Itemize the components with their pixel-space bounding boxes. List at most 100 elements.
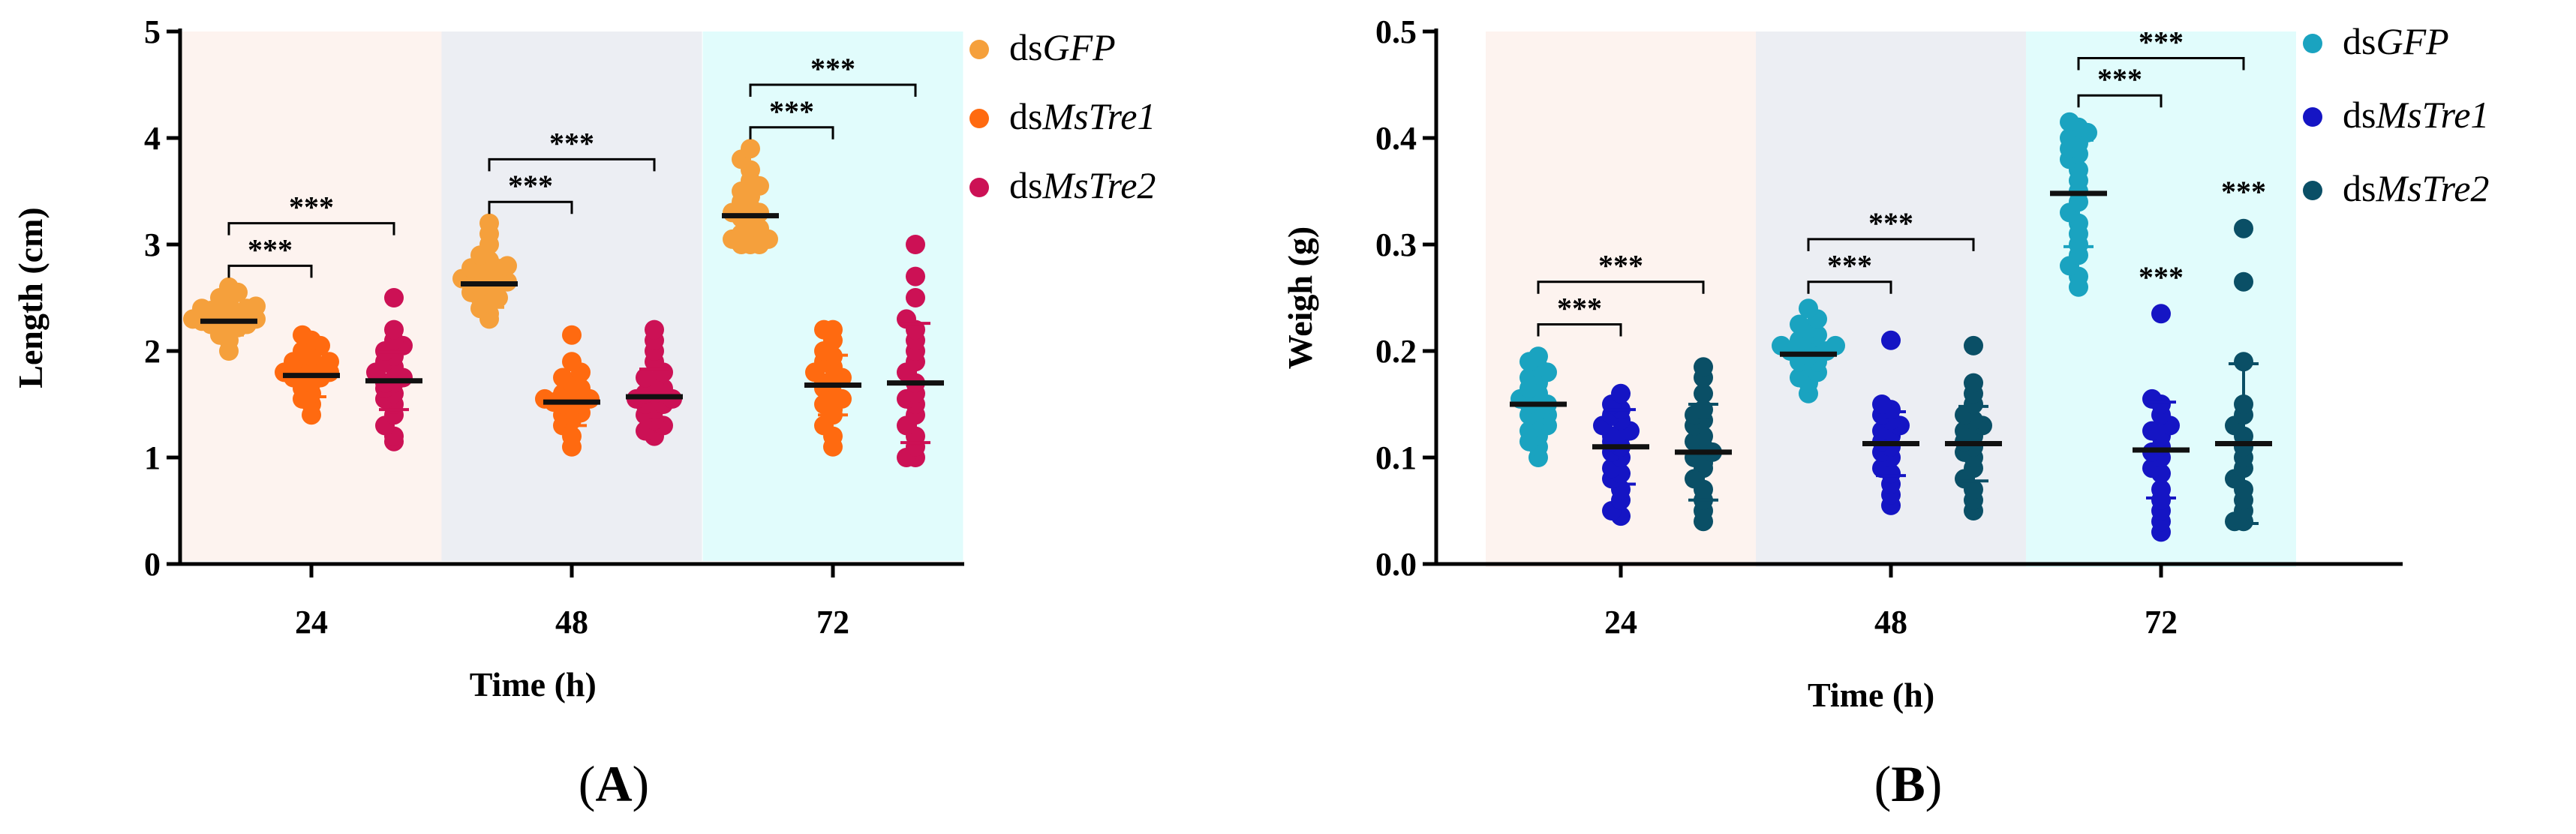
data-point [479, 213, 499, 233]
significance-label: *** [1827, 249, 1872, 283]
legend-prefix: ds [2343, 167, 2376, 209]
x-axis-title: Time (h) [1808, 676, 1934, 714]
x-tick-label: 48 [555, 604, 588, 640]
significance-bracket [1807, 238, 1975, 251]
panel-label: (A) [579, 755, 649, 812]
data-point [1826, 335, 1845, 356]
legend-prefix: ds [1009, 164, 1042, 206]
data-point [192, 298, 212, 319]
y-tick-label: 0.1 [1375, 440, 1417, 476]
x-tick-label: 24 [1604, 604, 1637, 640]
data-point [2151, 304, 2171, 324]
legend-entry: dsMsTre1 [1009, 95, 1156, 137]
data-point [1528, 346, 1548, 367]
panel-b: 0.0 0.1 0.2 0.3 0.4 0.5 24 48 72 Time (h) Weigh (g… [1281, 14, 2489, 812]
data-point [562, 325, 582, 345]
legend-prefix: ds [1009, 26, 1042, 68]
group-significance-label: *** [2221, 175, 2266, 208]
legend-marker [2303, 181, 2322, 200]
panel-label-open: ( [579, 755, 596, 812]
data-point [1964, 335, 1983, 356]
data-point [906, 266, 925, 286]
legend-gene: MsTre1 [1042, 95, 1156, 137]
significance-label: *** [769, 94, 814, 128]
data-point [2060, 112, 2079, 132]
data-point [320, 352, 339, 372]
significance-label: *** [1557, 292, 1602, 326]
data-point [246, 296, 266, 316]
panel-a: 0 1 2 3 4 5 24 48 72 Time (h) Length (cm) *** *** ***… [11, 14, 1156, 812]
y-tick-label: 0 [144, 546, 161, 583]
data-point [1694, 383, 1713, 404]
y-tick-label: 0.3 [1375, 226, 1417, 263]
legend-entry: dsGFP [2343, 20, 2449, 62]
y-tick-label: 0.0 [1375, 546, 1417, 583]
data-point [1790, 314, 1809, 334]
panel-label: (B) [1874, 755, 1943, 812]
data-point [1772, 335, 1791, 356]
data-point [897, 309, 916, 329]
data-point [1881, 330, 1901, 350]
significance-bracket [2077, 57, 2245, 70]
data-point [814, 320, 834, 340]
data-point [645, 320, 664, 340]
panel-label-open: ( [1874, 755, 1892, 812]
significance-bracket [488, 200, 573, 214]
y-tick-label: 5 [144, 14, 161, 50]
legend-entry: dsMsTre2 [1009, 164, 1156, 206]
data-point [2234, 218, 2253, 238]
significance-bracket [1807, 280, 1892, 294]
panel-label-letter: A [595, 755, 632, 812]
x-axis-title: Time (h) [470, 665, 597, 704]
panel-label-letter: B [1891, 755, 1925, 812]
significance-label: *** [248, 232, 293, 266]
legend-marker [969, 109, 989, 128]
significance-label: *** [508, 169, 553, 202]
data-point [2234, 272, 2253, 292]
x-tick-label: 72 [2145, 604, 2178, 640]
legend-entry: dsGFP [1009, 26, 1116, 68]
significance-bracket [749, 126, 834, 140]
data-point [636, 368, 655, 388]
y-tick-label: 1 [144, 440, 161, 476]
data-point [219, 277, 239, 297]
legend-prefix: ds [2343, 20, 2376, 62]
data-point [906, 288, 925, 308]
data-point [1799, 298, 1818, 319]
panel-label-close: ) [1925, 755, 1943, 812]
legend-gene: MsTre1 [2375, 94, 2489, 136]
data-point [384, 320, 404, 340]
legend-prefix: ds [1009, 95, 1042, 137]
data-point [1694, 357, 1713, 377]
significance-bracket [227, 222, 395, 236]
y-axis-title: Weigh (g) [1281, 226, 1319, 369]
data-point [384, 288, 404, 308]
y-tick-label: 0.5 [1375, 14, 1417, 50]
significance-bracket [227, 264, 313, 278]
x-tick-label: 72 [816, 604, 849, 640]
x-tick-label: 48 [1874, 604, 1907, 640]
data-point [293, 325, 312, 345]
y-axis-title: Length (cm) [11, 207, 50, 388]
y-tick-label: 4 [144, 120, 161, 157]
legend-marker [969, 178, 989, 197]
data-point [741, 139, 760, 159]
significance-label: *** [289, 190, 334, 224]
legend-marker [2303, 34, 2322, 53]
legend-gene: GFP [2376, 20, 2448, 62]
data-point [2142, 421, 2162, 441]
data-point [535, 388, 555, 409]
legend-marker [2303, 107, 2322, 127]
legend-marker [969, 40, 989, 59]
significance-bracket [2077, 94, 2163, 108]
data-point [906, 235, 925, 254]
legend-gene: GFP [1042, 26, 1115, 68]
data-point [2234, 352, 2253, 372]
legend-prefix: ds [2343, 94, 2376, 136]
significance-label: *** [1868, 206, 1913, 240]
data-point [1964, 373, 1983, 393]
data-point [2142, 388, 2162, 409]
legend-gene: MsTre2 [2375, 167, 2489, 209]
legend-entry: dsMsTre1 [2343, 94, 2489, 136]
